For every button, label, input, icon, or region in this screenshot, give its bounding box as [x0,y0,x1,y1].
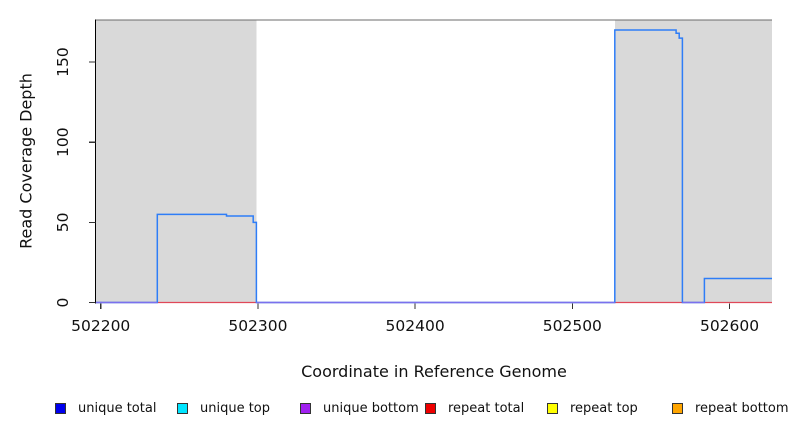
legend-label: repeat bottom [695,400,789,416]
legend: unique total unique top unique bottom repea… [0,399,792,423]
y-tick-label: 100 [54,127,72,157]
x-tick-label: 502600 [700,317,759,335]
legend-item-repeat-total: repeat total [425,399,524,417]
unique-total-line [96,29,772,304]
legend-swatch [177,402,188,414]
repeat-region-shade [614,19,772,303]
y-axis-title: Read Coverage Depth [16,73,36,249]
y-tick-label: 0 [54,298,72,308]
legend-swatch [300,402,311,414]
legend-label: unique bottom [323,400,419,416]
x-tick-label: 502400 [386,317,445,335]
legend-item-repeat-bottom: repeat bottom [672,399,789,417]
y-tick-label: 50 [54,212,72,232]
legend-item-unique-total: unique total [55,399,156,417]
legend-item-unique-top: unique top [177,399,270,417]
coverage-plot-canvas: 502200 502300 502400 502500 502600 0 50 100 150 [54,19,772,335]
legend-label: repeat top [570,400,638,416]
x-tick-label: 502200 [71,317,130,335]
x-tick-label: 502500 [543,317,602,335]
legend-item-repeat-top: repeat top [547,399,638,417]
legend-swatch [547,402,558,414]
x-axis-title: Coordinate in Reference Genome [301,362,567,381]
legend-swatch [55,402,66,414]
legend-label: unique total [78,400,157,416]
legend-label: repeat total [448,400,525,416]
legend-swatch [425,402,436,414]
repeat-region-shade [96,19,257,303]
legend-swatch [672,402,683,414]
legend-label: unique top [200,400,271,416]
legend-item-unique-bottom: unique bottom [300,399,419,417]
y-tick-label: 150 [54,47,72,77]
x-tick-label: 502300 [228,317,287,335]
